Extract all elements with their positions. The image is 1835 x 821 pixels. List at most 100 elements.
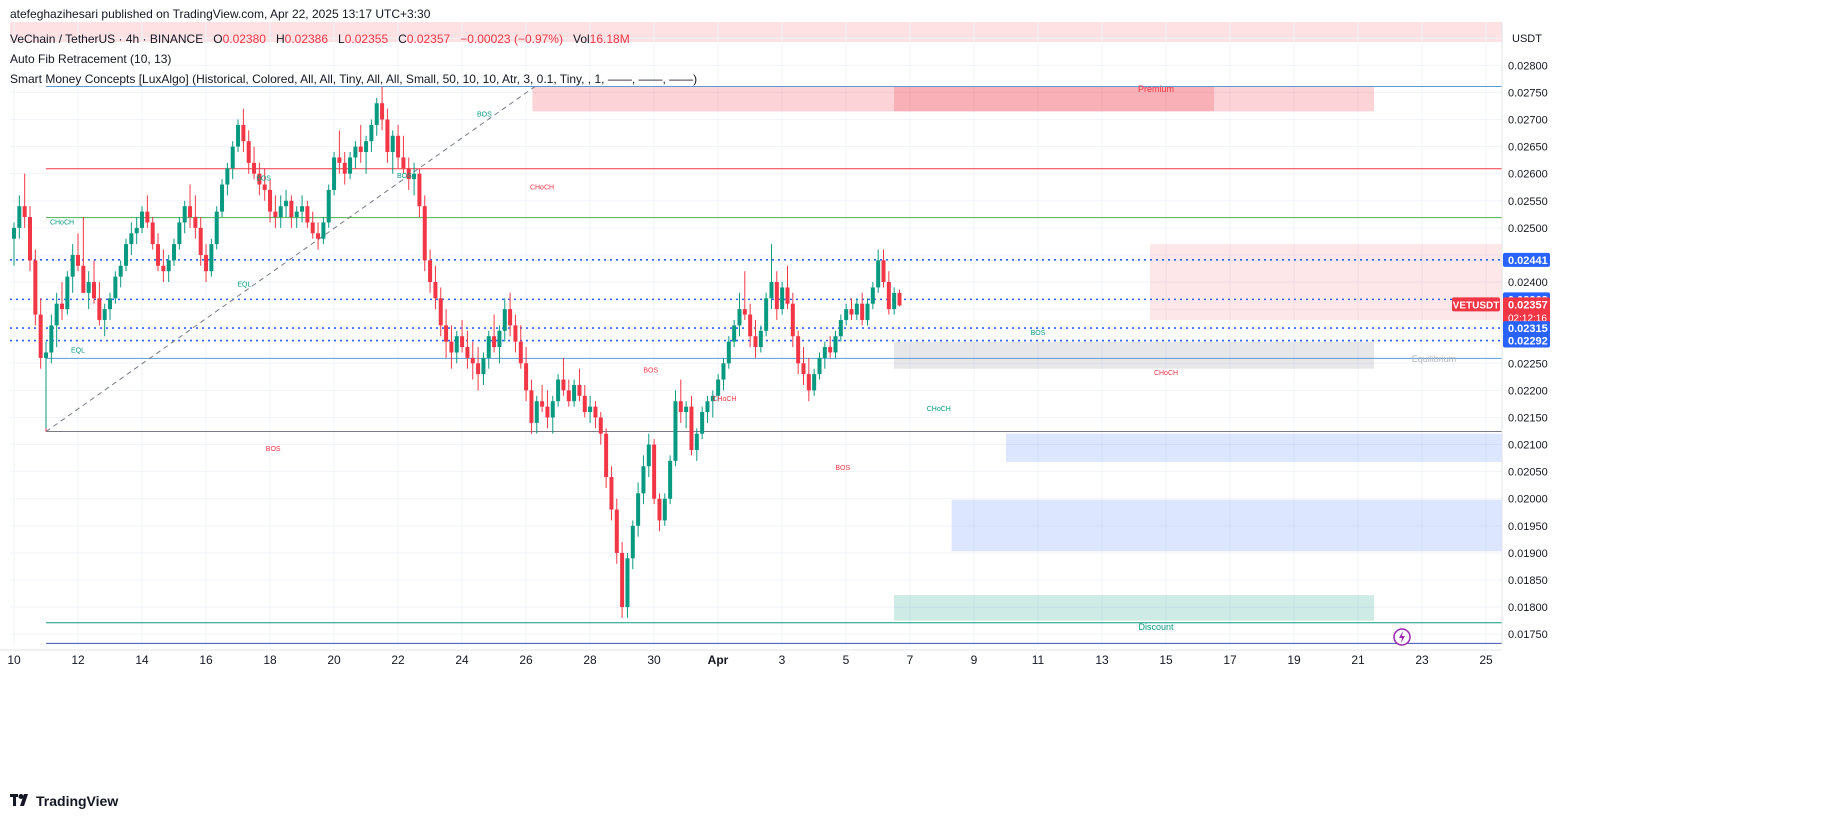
flash-glyph-icon [1399, 631, 1405, 643]
y-tick-label: 0.02200 [1508, 385, 1548, 397]
candle-body [428, 260, 433, 283]
candle-body [502, 309, 507, 331]
candle-body [214, 211, 219, 245]
structure-label: CHoCH [927, 406, 951, 413]
candle-body [897, 292, 902, 306]
candle-body [305, 206, 310, 223]
open-label: O [213, 32, 223, 46]
candle-body [716, 379, 721, 396]
x-tick-label: 5 [843, 653, 850, 667]
candle-body [721, 363, 726, 380]
candle-body [193, 217, 198, 228]
x-tick-label: 26 [519, 653, 533, 667]
chart-legend: VeChain / TetherUS · 4h · BINANCE O0.023… [10, 29, 697, 89]
y-tick-label: 0.02650 [1508, 142, 1548, 154]
candle-body [822, 347, 827, 358]
candle-body [38, 314, 43, 358]
candle-body [657, 498, 662, 521]
candle-body [257, 173, 262, 185]
candle-body [828, 347, 833, 353]
close-value: 0.02357 [406, 32, 451, 46]
price-tag [1503, 321, 1550, 336]
candle-body [726, 341, 731, 364]
candle-body [833, 336, 838, 353]
candle-body [769, 282, 774, 299]
price-axis [1502, 0, 1835, 650]
structure-label: EQL [237, 281, 251, 288]
open-value: 0.02380 [222, 32, 266, 46]
candle-body [433, 282, 438, 299]
candle-body [348, 157, 353, 174]
candle-body [70, 254, 75, 277]
symbol-name-label: VETUSDT [1453, 300, 1500, 311]
premium-label: Premium [1138, 84, 1174, 94]
candle-body [134, 227, 139, 234]
candle-body [561, 379, 566, 391]
candle-body [486, 336, 491, 358]
candle-body [406, 168, 411, 180]
symbol-title[interactable]: VeChain / TetherUS · 4h · BINANCE [10, 32, 204, 46]
candle-body [380, 103, 385, 120]
smc-zone [951, 499, 1534, 552]
candle-body [417, 173, 422, 207]
candle-body [812, 374, 817, 391]
candle-body [401, 157, 406, 169]
candle-body [49, 325, 54, 353]
candle-body [566, 390, 571, 402]
y-tick-label: 0.02800 [1508, 60, 1548, 72]
x-tick-label: 7 [907, 653, 914, 667]
legend-highlight-band [10, 22, 1502, 42]
symbol-price-tag [1452, 297, 1500, 312]
candle-body [529, 390, 534, 423]
low-label: L [338, 32, 345, 46]
price-tag [1503, 333, 1550, 348]
bar-countdown: 02:12:16 [1508, 313, 1547, 324]
candle-body [710, 395, 715, 402]
candle-body [758, 330, 763, 348]
candle-body [678, 401, 683, 413]
price-tag [1503, 252, 1550, 267]
candle-body [86, 282, 91, 293]
y-tick-label: 0.02150 [1508, 412, 1548, 424]
candle-body [545, 406, 550, 418]
candle-body [390, 135, 395, 153]
y-tick-label: 0.02000 [1508, 494, 1548, 506]
fib-trend-line [45, 86, 536, 432]
candle-body [220, 184, 225, 212]
tradingview-brand[interactable]: TradingView [10, 793, 118, 809]
candle-body [342, 162, 347, 174]
candle-body [476, 363, 481, 375]
structure-label: BOS [397, 173, 412, 180]
candle-body [870, 287, 875, 304]
candle-body [246, 141, 251, 163]
candle-body [177, 222, 182, 245]
candle-body [860, 303, 865, 320]
candle-body [892, 292, 897, 310]
y-tick-label: 0.02250 [1508, 358, 1548, 370]
candle-body [444, 325, 449, 342]
indicator-smart-money[interactable]: Smart Money Concepts [LuxAlgo] (Historic… [10, 72, 698, 86]
candle-body [764, 298, 769, 331]
high-label: H [275, 32, 285, 46]
candle-body [129, 233, 134, 245]
indicator-auto-fib[interactable]: Auto Fib Retracement (10, 13) [10, 52, 172, 66]
structure-label: BOS [256, 176, 271, 183]
candle-body [497, 330, 502, 348]
y-tick-label: 0.02050 [1508, 467, 1548, 479]
symbol-legend-row[interactable]: VeChain / TetherUS · 4h · BINANCE O0.023… [10, 29, 697, 49]
candle-body [236, 124, 241, 147]
x-tick-label: 10 [7, 653, 21, 667]
candle-body [625, 558, 630, 608]
last-price-value: 0.02357 [1508, 299, 1548, 311]
candle-body [609, 477, 614, 510]
y-tick-label: 0.02500 [1508, 223, 1548, 235]
candle-body [540, 401, 545, 407]
candle-body [422, 206, 427, 261]
candle-body [700, 412, 705, 434]
candle-body [694, 433, 699, 450]
candle-body [844, 309, 849, 320]
candle-body [470, 357, 475, 364]
x-tick-label: 3 [779, 653, 786, 667]
candle-body [364, 141, 369, 153]
